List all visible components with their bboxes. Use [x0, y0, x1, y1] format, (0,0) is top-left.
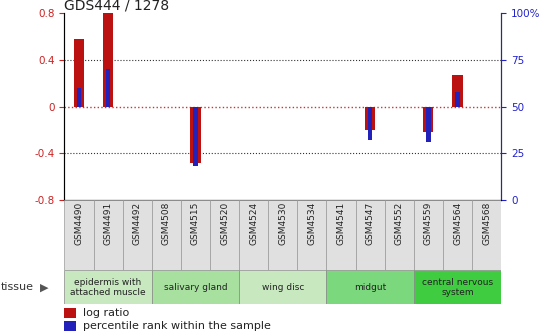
- Text: GSM4492: GSM4492: [133, 202, 142, 245]
- Bar: [123, 200, 152, 270]
- Bar: [94, 200, 123, 270]
- Bar: [423, 107, 433, 132]
- Text: log ratio: log ratio: [83, 308, 129, 318]
- Bar: [356, 200, 385, 270]
- Text: GSM4491: GSM4491: [104, 202, 113, 245]
- Bar: [455, 92, 460, 107]
- Bar: [152, 270, 239, 304]
- Bar: [239, 200, 268, 270]
- Text: GSM4508: GSM4508: [162, 202, 171, 245]
- Text: tissue: tissue: [1, 282, 34, 292]
- Bar: [452, 75, 463, 107]
- Bar: [77, 88, 81, 107]
- Text: midgut: midgut: [354, 283, 386, 292]
- Text: central nervous
system: central nervous system: [422, 278, 493, 297]
- Bar: [210, 200, 239, 270]
- Text: salivary gland: salivary gland: [164, 283, 227, 292]
- Bar: [268, 200, 297, 270]
- Bar: [64, 200, 94, 270]
- Bar: [74, 39, 84, 107]
- Text: GSM4520: GSM4520: [220, 202, 229, 245]
- Bar: [414, 200, 443, 270]
- Bar: [443, 200, 472, 270]
- Text: GSM4564: GSM4564: [453, 202, 462, 245]
- Text: epidermis with
attached muscle: epidermis with attached muscle: [70, 278, 146, 297]
- Text: GSM4568: GSM4568: [482, 202, 491, 245]
- Bar: [414, 270, 501, 304]
- Text: GSM4524: GSM4524: [249, 202, 258, 245]
- Bar: [368, 107, 372, 140]
- Bar: [426, 107, 431, 142]
- Bar: [152, 200, 181, 270]
- Text: GDS444 / 1278: GDS444 / 1278: [64, 0, 170, 12]
- Bar: [365, 107, 375, 130]
- Bar: [297, 200, 326, 270]
- Bar: [385, 200, 414, 270]
- Text: GSM4534: GSM4534: [307, 202, 316, 245]
- Text: GSM4490: GSM4490: [74, 202, 83, 245]
- Bar: [326, 270, 414, 304]
- Bar: [64, 270, 152, 304]
- Bar: [239, 270, 326, 304]
- Bar: [472, 200, 501, 270]
- Bar: [106, 70, 110, 107]
- Bar: [181, 200, 210, 270]
- Text: GSM4530: GSM4530: [278, 202, 287, 245]
- Text: GSM4552: GSM4552: [395, 202, 404, 245]
- Text: percentile rank within the sample: percentile rank within the sample: [83, 321, 270, 331]
- Text: GSM4559: GSM4559: [424, 202, 433, 245]
- Text: GSM4547: GSM4547: [366, 202, 375, 245]
- Bar: [193, 107, 198, 166]
- Text: GSM4515: GSM4515: [191, 202, 200, 245]
- Bar: [190, 107, 200, 163]
- Bar: [64, 321, 76, 331]
- Bar: [103, 13, 113, 107]
- Text: GSM4541: GSM4541: [337, 202, 346, 245]
- Text: ▶: ▶: [40, 282, 49, 292]
- Bar: [64, 308, 76, 318]
- Bar: [326, 200, 356, 270]
- Text: wing disc: wing disc: [262, 283, 304, 292]
